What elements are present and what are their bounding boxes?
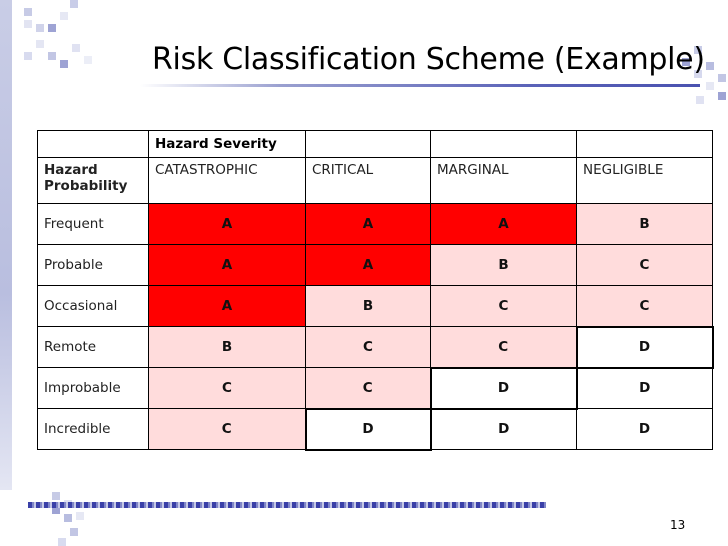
row-label-occasional: Occasional <box>37 285 149 327</box>
risk-cell: C <box>576 285 713 327</box>
row-label-incredible: Incredible <box>37 408 149 450</box>
probability-header: Hazard Probability <box>37 157 149 204</box>
risk-cell: A <box>148 203 306 245</box>
risk-classification-table: Hazard Severity Hazard Probability CATAS… <box>37 130 714 451</box>
severity-header: Hazard Severity <box>148 130 306 158</box>
risk-cell: C <box>148 367 306 409</box>
risk-cell: A <box>305 244 431 286</box>
empty-header-cell <box>305 130 431 158</box>
table-row: Occasional A B C C <box>37 285 713 327</box>
risk-cell: D <box>576 408 713 450</box>
risk-cell: D <box>575 325 714 369</box>
risk-cell: C <box>430 326 577 368</box>
left-decorative-bar <box>0 0 12 490</box>
bottom-decorative-line <box>28 502 546 508</box>
risk-cell: C <box>305 326 431 368</box>
risk-cell: B <box>430 244 577 286</box>
table-row: Frequent A A A B <box>37 203 713 245</box>
risk-cell: B <box>305 285 431 327</box>
risk-cell: D <box>429 366 578 410</box>
row-label-improbable: Improbable <box>37 367 149 409</box>
empty-header-cell <box>576 130 713 158</box>
title-underline <box>140 84 700 87</box>
probability-header-line2: Probability <box>44 178 128 194</box>
risk-cell: D <box>304 407 432 451</box>
risk-cell: A <box>430 203 577 245</box>
table-row: Probable A A B C <box>37 244 713 286</box>
slide-number: 13 <box>670 518 686 532</box>
risk-cell: C <box>148 408 306 450</box>
empty-corner-cell <box>37 130 149 158</box>
severity-level-negligible: NEGLIGIBLE <box>576 157 713 204</box>
empty-header-cell <box>430 130 577 158</box>
risk-cell: C <box>430 285 577 327</box>
severity-levels-row: Hazard Probability CATASTROPHIC CRITICAL… <box>37 157 713 204</box>
risk-cell: C <box>305 367 431 409</box>
row-label-frequent: Frequent <box>37 203 149 245</box>
severity-level-catastrophic: CATASTROPHIC <box>148 157 306 204</box>
risk-cell: D <box>576 367 713 409</box>
risk-cell: B <box>148 326 306 368</box>
table-row: Improbable C C D D <box>37 366 713 410</box>
risk-cell: B <box>576 203 713 245</box>
severity-level-marginal: MARGINAL <box>430 157 577 204</box>
row-label-probable: Probable <box>37 244 149 286</box>
table-row: Remote B C C D <box>37 325 714 369</box>
row-label-remote: Remote <box>37 326 149 368</box>
risk-cell: D <box>430 408 577 450</box>
slide-title: Risk Classification Scheme (Example) <box>152 42 705 77</box>
probability-header-line1: Hazard <box>44 162 98 178</box>
risk-cell: A <box>148 285 306 327</box>
risk-cell: A <box>148 244 306 286</box>
risk-cell: A <box>305 203 431 245</box>
severity-level-critical: CRITICAL <box>305 157 431 204</box>
table-header-row: Hazard Severity <box>37 130 713 158</box>
table-row: Incredible C D D D <box>37 407 713 451</box>
risk-cell: C <box>576 244 713 286</box>
